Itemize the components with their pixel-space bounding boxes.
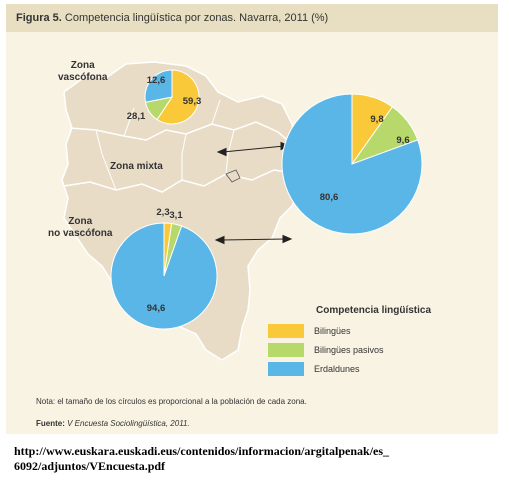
legend-label-bilingues: Bilingües <box>314 326 351 336</box>
figure-title: Figura 5. Competencia lingüística por zo… <box>16 12 328 24</box>
zone-label-mixta-line1: Zona mixta <box>110 161 163 172</box>
legend-label-bilingues-pasivos: Bilingües pasivos <box>314 345 384 355</box>
legend-item-bilingues-pasivos: Bilingües pasivos <box>268 343 468 359</box>
pie-zona-no-vascofona: 2,3 3,1 94,6 <box>110 207 218 330</box>
source-url[interactable]: http://www.euskara.euskadi.eus/contenido… <box>14 444 389 474</box>
figure-title-bar: Figura 5. Competencia lingüística por zo… <box>6 4 498 32</box>
data-label-zona-mixta-erdaldunes: 80,6 <box>320 192 339 203</box>
legend-swatch-bilingues-pasivos <box>268 343 304 357</box>
chart-svg: 59,3 12,6 28,1 9,8 9,6 80,6 2,3 3,1 94,6 <box>61 61 423 361</box>
enclave-shape <box>225 169 241 183</box>
pie-slice-zona-vascofona-bilingues <box>156 69 200 125</box>
figure-title-text: Competencia lingüística por zonas. Navar… <box>64 12 329 24</box>
pie-slice-zona-no-vascofona-erdaldunes <box>110 222 218 330</box>
data-label-zona-mixta-bilingues: 9,8 <box>370 114 383 125</box>
data-label-zona-no-vascofona-bilingues: 2,3 <box>156 207 169 218</box>
data-label-zona-no-vascofona-bilingues-pasivos: 3,1 <box>169 210 183 221</box>
legend-label-erdaldunes: Erdaldunes <box>314 364 360 374</box>
data-label-zona-vascofona-erdaldunes: 28,1 <box>127 111 146 122</box>
legend-title: Competencia lingüística <box>316 305 432 316</box>
data-label-zona-vascofona-bilingues: 59,3 <box>183 96 202 107</box>
source-url-line2[interactable]: 6092/adjuntos/VEncuesta.pdf <box>14 459 166 473</box>
pie-slice-zona-vascofona-erdaldunes <box>144 69 173 103</box>
zone-label-no-vascofona-line1: Zona <box>68 216 93 227</box>
figure-number: Figura 5. <box>16 12 62 24</box>
zone-label-mixta: Zona mixta <box>110 161 163 173</box>
figure-panel: Figura 5. Competencia lingüística por zo… <box>6 4 498 434</box>
data-label-zona-mixta-bilingues-pasivos: 9,6 <box>396 135 409 146</box>
arrow-zona-no-vascofona <box>214 234 293 245</box>
pie-zona-vascofona: 59,3 12,6 28,1 <box>127 69 202 125</box>
legend-swatch-erdaldunes <box>268 362 304 376</box>
legend-item-bilingues: Bilingües <box>268 324 468 340</box>
pie-slice-zona-mixta-erdaldunes <box>281 93 423 235</box>
data-label-zona-no-vascofona-erdaldunes: 94,6 <box>147 303 166 314</box>
zone-boundary-inner <box>95 99 235 191</box>
zone-label-no-vascofona: Zona no vascófona <box>48 216 112 240</box>
figure-source: Fuente: V Encuesta Sociolingüística, 201… <box>36 419 190 428</box>
pie-zona-mixta: 9,8 9,6 80,6 <box>281 93 423 235</box>
zone-label-vascofona: Zona vascófona <box>58 60 107 84</box>
figure-note: Nota: el tamaño de los círculos es propo… <box>36 397 307 406</box>
legend-swatch-bilingues <box>268 324 304 338</box>
zone-label-vascofona-line2: vascófona <box>58 72 108 83</box>
data-label-zona-vascofona-bilingues-pasivos: 12,6 <box>147 75 166 86</box>
source-text: V Encuesta Sociolingüística, 2011. <box>67 419 190 428</box>
zone-label-vascofona-line1: Zona <box>70 60 95 71</box>
source-url-line1[interactable]: http://www.euskara.euskadi.eus/contenido… <box>14 444 390 458</box>
legend-item-erdaldunes: Erdaldunes <box>268 362 468 378</box>
source-label: Fuente: <box>36 419 65 428</box>
zone-label-no-vascofona-line2: no vascófona <box>48 228 113 239</box>
